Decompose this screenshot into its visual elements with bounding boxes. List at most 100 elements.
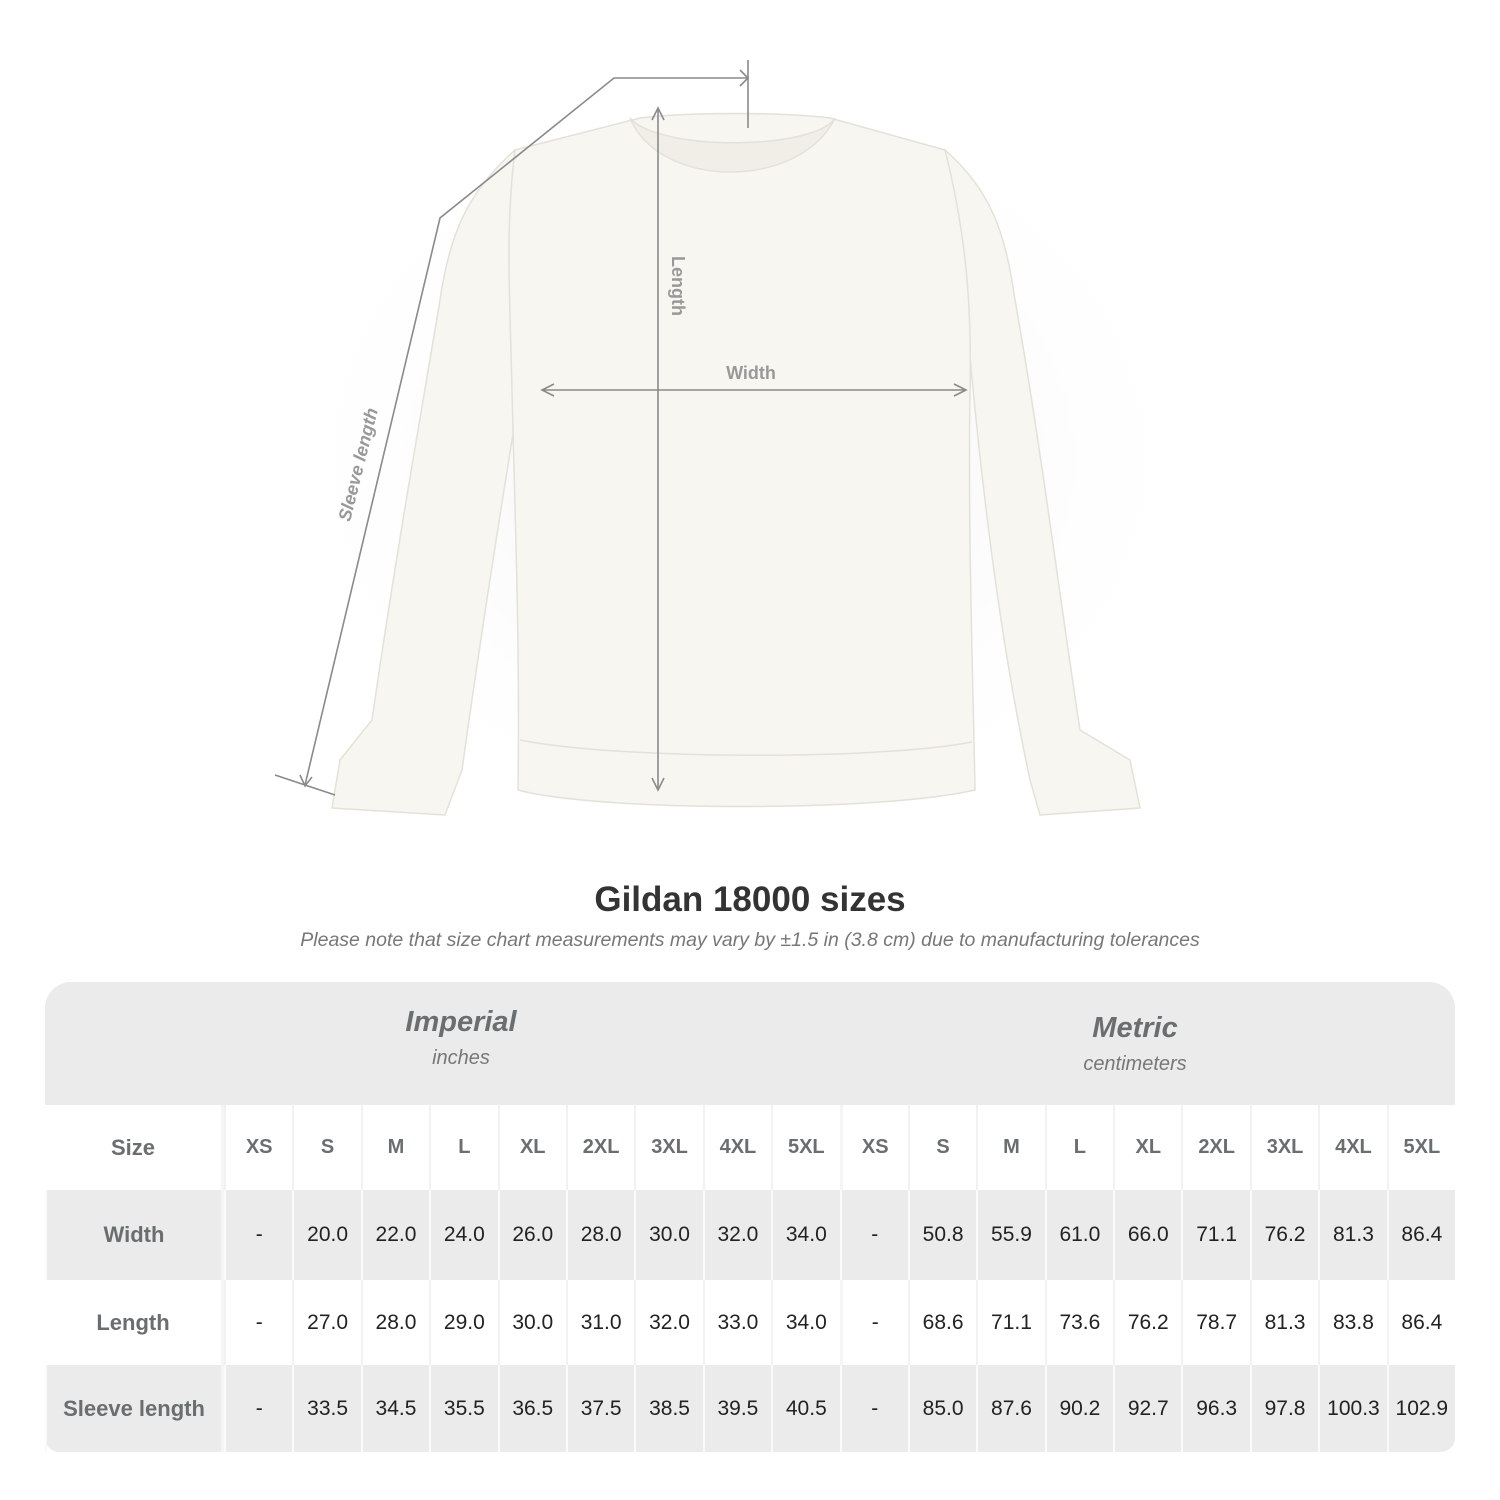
metric-value-cell: 68.6 [907,1280,976,1365]
imperial-value-cell: 30.0 [634,1190,702,1280]
imperial-size-header: 3XL [634,1105,702,1190]
collar [629,117,836,173]
table-row: Sleeve length -33.5 34.5 35.5 36.5 37.5 38.5 39… [45,1365,1455,1452]
imperial-value-cell: 39.5 [702,1365,771,1452]
imperial-value-cell: 32.0 [634,1280,702,1365]
imperial-value-cell: 34.0 [771,1280,839,1365]
metric-title: Metric [1092,1012,1178,1044]
metric-value-cell: 81.3 [1318,1190,1386,1280]
metric-value-cell: 71.1 [1181,1190,1249,1280]
imperial-title: Imperial [405,1006,517,1038]
metric-value-cell: 86.4 [1386,1280,1455,1365]
chart-title: Gildan 18000 sizes [594,880,906,919]
row-label: Sleeve length [45,1365,224,1452]
metric-value-cell: 73.6 [1044,1280,1113,1365]
row-label: Length [45,1280,224,1365]
right-sleeve [943,148,1141,816]
imperial-value-cell: - [224,1280,292,1365]
imperial-value-cell: 28.0 [360,1280,429,1365]
metric-value-cell: 81.3 [1249,1280,1318,1365]
metric-value-cell: 83.8 [1318,1280,1386,1365]
imperial-value-cell: - [224,1190,292,1280]
metric-value-cell: 71.1 [976,1280,1044,1365]
imperial-value-cell: 38.5 [634,1365,702,1452]
imperial-size-header: 2XL [565,1105,634,1190]
metric-value-cell: 78.7 [1181,1280,1249,1365]
unit-header: Imperial inches Metric centimeters [45,982,1455,1105]
metric-value-cell: 96.3 [1181,1365,1249,1452]
imperial-value-cell: 37.5 [565,1365,634,1452]
metric-value-cell: 85.0 [907,1365,976,1452]
imperial-size-header: M [360,1105,429,1190]
waistband [519,739,973,756]
imperial-value-cell: 24.0 [429,1190,497,1280]
metric-value-cell: 61.0 [1044,1190,1113,1280]
metric-size-header: 4XL [1318,1105,1386,1190]
imperial-size-header: 4XL [702,1105,771,1190]
metric-size-header: XS [839,1105,908,1190]
imperial-value-cell: 22.0 [360,1190,429,1280]
metric-value-cell: 90.2 [1044,1365,1113,1452]
metric-value-cell: - [839,1365,908,1452]
imperial-value-cell: 32.0 [702,1190,771,1280]
row-label: Width [45,1190,224,1280]
sweatshirt [331,112,1141,816]
metric-value-cell: 66.0 [1113,1190,1181,1280]
metric-value-cell: 100.3 [1318,1365,1386,1452]
imperial-value-cell: 20.0 [292,1190,360,1280]
imperial-value-cell: 31.0 [565,1280,634,1365]
metric-size-header: 3XL [1249,1105,1318,1190]
imperial-value-cell: 36.5 [497,1365,566,1452]
imperial-header: Imperial inches [181,1006,741,1070]
imperial-value-cell: 28.0 [565,1190,634,1280]
metric-value-cell: 97.8 [1249,1365,1318,1452]
imperial-value-cell: 30.0 [497,1280,566,1365]
left-sleeve [331,148,536,816]
metric-value-cell: - [839,1190,908,1280]
imperial-size-header: 5XL [771,1105,839,1190]
size-label: Size [45,1105,224,1190]
metric-unit: centimeters [1083,1053,1187,1075]
imperial-value-cell: 33.5 [292,1365,360,1452]
size-header-row: Size XS S M L XL 2XL 3XL 4XL 5XL XS S M L XL 2XL 3XL 4XL 5… [45,1105,1455,1190]
metric-size-header: 2XL [1181,1105,1249,1190]
metric-value-cell: 86.4 [1386,1190,1455,1280]
imperial-value-cell: 40.5 [771,1365,839,1452]
metric-value-cell: 55.9 [976,1190,1044,1280]
metric-value-cell: - [839,1280,908,1365]
metric-header: Metric centimeters [855,1012,1415,1076]
metric-size-header: S [907,1105,976,1190]
metric-value-cell: 76.2 [1249,1190,1318,1280]
imperial-value-cell: 26.0 [497,1190,566,1280]
size-table: Imperial inches Metric centimeters Size X… [45,982,1455,1452]
width-label: Width [726,363,776,383]
metric-size-header: 5XL [1386,1105,1455,1190]
metric-size-header: M [976,1105,1044,1190]
table-row: Length -27.0 28.0 29.0 30.0 31.0 32.0 33.0 34.0-… [45,1280,1455,1365]
imperial-value-cell: 29.0 [429,1280,497,1365]
sweatshirt-illustration: Length Width Sleeve length [260,60,1220,860]
metric-value-cell: 92.7 [1113,1365,1181,1452]
imperial-value-cell: - [224,1365,292,1452]
imperial-size-header: L [429,1105,497,1190]
measure-lines [274,60,968,796]
imperial-value-cell: 35.5 [429,1365,497,1452]
imperial-value-cell: 34.0 [771,1190,839,1280]
metric-value-cell: 87.6 [976,1365,1044,1452]
imperial-size-header: XL [497,1105,566,1190]
metric-value-cell: 102.9 [1386,1365,1455,1452]
length-label: Length [668,256,688,316]
imperial-unit: inches [432,1047,490,1069]
body [508,112,976,808]
metric-size-header: XL [1113,1105,1181,1190]
sleeve-measure-line [304,77,748,786]
metric-value-cell: 50.8 [907,1190,976,1280]
table-row: Width -20.0 22.0 24.0 26.0 28.0 30.0 32.0 34.0-5… [45,1190,1455,1280]
tolerance-note: Please note that size chart measurements… [300,929,1200,951]
metric-size-header: L [1044,1105,1113,1190]
metric-value-cell: 76.2 [1113,1280,1181,1365]
imperial-value-cell: 34.5 [360,1365,429,1452]
imperial-value-cell: 33.0 [702,1280,771,1365]
imperial-size-header: S [292,1105,360,1190]
imperial-value-cell: 27.0 [292,1280,360,1365]
